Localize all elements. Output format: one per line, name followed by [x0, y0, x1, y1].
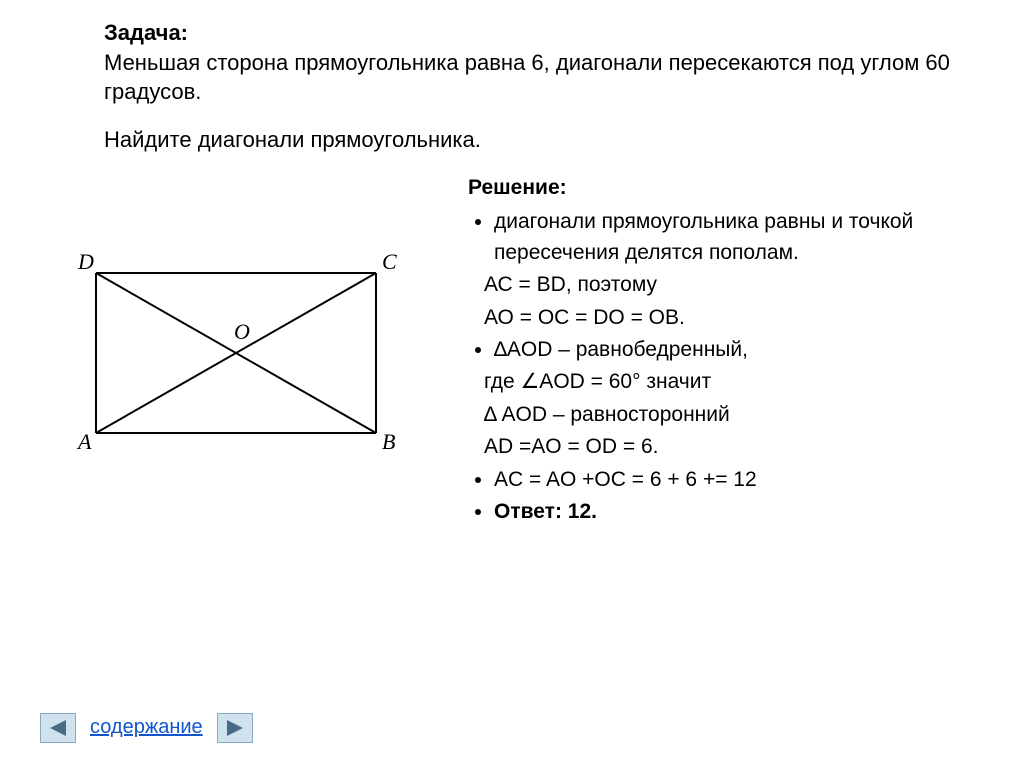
solution-item: АС = BD, поэтому: [484, 270, 984, 300]
svg-text:O: O: [234, 319, 250, 344]
svg-text:A: A: [76, 429, 92, 454]
svg-text:B: B: [382, 429, 395, 454]
solution-item: AC = AO +OC = 6 + 6 += 12: [494, 465, 984, 495]
solution-item: где ∠AOD = 60° значит: [484, 367, 984, 397]
problem-statement-1: Задача: Меньшая сторона прямоугольника р…: [104, 18, 964, 107]
rectangle-diagram: A B C D O: [40, 233, 400, 473]
solution-column: Решение: диагонали прямоугольника равны …: [400, 173, 1024, 530]
triangle-left-icon: [48, 719, 68, 737]
triangle-right-icon: [225, 719, 245, 737]
solution-item: Ответ: 12.: [494, 497, 984, 527]
svg-text:C: C: [382, 249, 397, 274]
problem-line1: Меньшая сторона прямоугольника равна 6, …: [104, 50, 950, 105]
solution-list: диагонали прямоугольника равны и точкой …: [440, 207, 984, 527]
svg-text:D: D: [77, 249, 94, 274]
slide: Задача: Меньшая сторона прямоугольника р…: [0, 0, 1024, 767]
main-row: A B C D O Решение: диагонали прямоугольника …: [0, 173, 1024, 530]
prev-button[interactable]: [40, 713, 76, 743]
solution-item: AD =AO = OD = 6.: [484, 432, 984, 462]
problem-title: Задача:: [104, 20, 188, 45]
next-button[interactable]: [217, 713, 253, 743]
problem-block: Задача: Меньшая сторона прямоугольника р…: [104, 18, 964, 155]
diagram-wrap: A B C D O: [0, 173, 400, 478]
nav-bar: содержание: [40, 713, 253, 743]
solution-title: Решение:: [468, 173, 984, 203]
solution-item: диагонали прямоугольника равны и точкой …: [494, 207, 984, 268]
solution-item: ∆ AOD – равносторонний: [484, 400, 984, 430]
solution-item: ∆AOD – равнобедренный,: [494, 335, 984, 365]
contents-link[interactable]: содержание: [90, 716, 203, 741]
problem-line2: Найдите диагонали прямоугольника.: [104, 125, 964, 155]
solution-item: АО = ОС = DO = OB.: [484, 303, 984, 333]
